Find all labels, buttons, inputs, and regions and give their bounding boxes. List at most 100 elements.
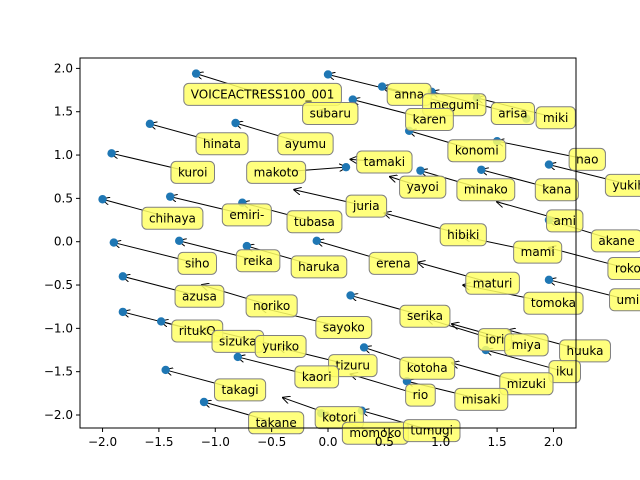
data-point	[191, 69, 201, 78]
annotation-label: nao	[568, 147, 606, 171]
x-tick-label: −1.5	[144, 435, 173, 449]
annotation-text: reika	[243, 254, 272, 268]
annotation-text: tomoka	[531, 296, 576, 310]
annotation-text: arisa	[498, 106, 527, 120]
annotation-box	[609, 288, 640, 312]
annotation-box	[499, 372, 554, 396]
annotation-label: mami	[513, 240, 563, 264]
annotation-label: tumugi	[402, 419, 461, 443]
annotation-label: chihaya	[141, 206, 204, 230]
annotation-box	[548, 360, 581, 384]
annotation-box	[170, 160, 215, 184]
annotation-text: minako	[464, 183, 508, 197]
annotation-box	[399, 356, 456, 380]
y-axis-ticks: −2.0 −1.5 −1.0 −0.5 0.0 0.5 1.0 1.5 2.0	[44, 61, 80, 422]
annotation-label: umi	[609, 288, 640, 312]
y-tick-label: 0.0	[54, 235, 73, 249]
annotation-text: tamaki	[364, 155, 405, 169]
x-tick-label: −2.0	[88, 435, 117, 449]
annotation-box	[174, 284, 225, 308]
annotation-text: noriko	[253, 299, 290, 313]
annotation-text: akane	[598, 234, 634, 248]
annotation-label: emiri-	[221, 203, 272, 227]
annotation-label: juria	[345, 194, 388, 218]
annotation-label: noriko	[245, 294, 298, 318]
data-point	[118, 272, 128, 281]
annotation-box	[402, 419, 461, 443]
annotation-text: kotoha	[407, 361, 448, 375]
annotation-text: hinata	[203, 137, 241, 151]
annotation-label: tizuru	[328, 354, 378, 378]
annotation-label: ritukO	[171, 319, 224, 343]
annotation-text: subaru	[310, 106, 351, 120]
x-tick-label: −0.5	[257, 435, 286, 449]
data-point	[107, 149, 116, 158]
annotation-label: reika	[235, 249, 281, 273]
y-tick-label: 0.5	[54, 191, 73, 205]
annotation-text: siho	[185, 256, 210, 270]
data-point	[359, 343, 369, 352]
annotation-box	[439, 223, 487, 247]
annotation-text: erena	[376, 256, 410, 270]
data-point	[416, 166, 425, 175]
data-point	[145, 119, 155, 129]
annotation-text: tumugi	[410, 424, 453, 438]
data-point	[199, 397, 209, 407]
annotation-text: nao	[576, 152, 598, 166]
annotation-box	[490, 101, 535, 125]
annotation-label: tamaki	[356, 150, 413, 174]
annotation-text: kuroi	[178, 165, 208, 179]
annotation-label: kana	[534, 178, 579, 202]
annotation-box	[456, 178, 516, 202]
annotation-label: rio	[405, 383, 436, 407]
data-point	[118, 307, 128, 317]
annotation-text: maturi	[473, 276, 513, 290]
annotation-text: yayoi	[407, 180, 439, 194]
annotation-text: emiri-	[229, 208, 264, 222]
annotation-box	[294, 365, 340, 389]
annotation-label: haruka	[290, 255, 348, 279]
annotation-text: ami	[554, 214, 576, 228]
data-point	[323, 70, 333, 79]
annotation-text: momoko	[349, 426, 401, 440]
annotation-text: ayumu	[285, 137, 326, 151]
annotation-box	[523, 291, 584, 315]
annotation-text: yuriko	[262, 340, 299, 354]
data-point	[242, 241, 252, 251]
data-point	[544, 160, 554, 169]
annotation-text: karen	[413, 113, 447, 127]
data-point	[377, 82, 387, 91]
annotation-text: serika	[407, 309, 443, 323]
annotation-label: tubasa	[286, 210, 343, 234]
annotation-text: miki	[543, 111, 568, 125]
data-point	[233, 352, 243, 362]
annotation-text: sayoko	[323, 320, 365, 334]
annotation-text: roko	[615, 262, 640, 276]
data-point	[544, 275, 554, 285]
x-axis-ticks: −2.0 −1.5 −1.0 −0.5 0.0 0.5 1.0 1.5 2.0	[88, 428, 563, 449]
annotation-text: juria	[352, 199, 380, 213]
x-tick-label: −1.0	[201, 435, 230, 449]
annotation-label: yayoi	[399, 175, 447, 199]
annotation-text: umi	[617, 293, 640, 307]
annotation-box	[590, 229, 640, 253]
x-tick-label: 1.0	[431, 435, 450, 449]
annotation-text: kana	[542, 183, 571, 197]
annotation-text: haruka	[298, 260, 340, 274]
annotation-label: kaori	[294, 365, 340, 389]
annotation-label: sayoko	[315, 315, 373, 339]
data-point	[109, 238, 119, 247]
annotation-label: takagi	[214, 378, 267, 402]
annotation-text: rio	[413, 388, 429, 402]
data-point	[231, 118, 240, 128]
annotation-box	[405, 108, 454, 132]
data-point	[341, 162, 351, 172]
annotation-label: makoto	[246, 160, 307, 184]
annotation-label: azusa	[174, 284, 225, 308]
x-tick-label: 0.0	[318, 435, 337, 449]
y-tick-label: −0.5	[44, 278, 73, 292]
annotation-label: tomoka	[523, 291, 584, 315]
data-point	[348, 95, 357, 104]
annotation-label: anna	[386, 82, 432, 106]
